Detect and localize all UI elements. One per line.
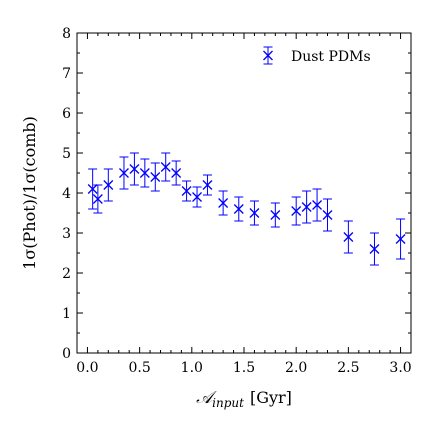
data-point: [218, 190, 229, 216]
x-marker: [92, 194, 103, 204]
data-points: [87, 152, 406, 266]
x-marker: [343, 232, 354, 242]
x-tick-label: 1.5: [233, 360, 255, 376]
data-point: [87, 168, 98, 210]
x-marker: [103, 180, 114, 190]
data-point: [395, 218, 406, 260]
data-point: [301, 190, 312, 224]
x-marker: [291, 206, 302, 216]
legend-label: Dust PDMs: [291, 49, 371, 65]
data-point: [103, 168, 114, 202]
y-tick-label: 4: [62, 186, 71, 202]
x-marker: [87, 184, 98, 194]
data-point: [181, 180, 192, 202]
y-tick-label: 7: [62, 66, 71, 82]
data-point: [119, 156, 129, 190]
x-axis-symbol: 𝒜: [196, 388, 217, 408]
data-point: [129, 152, 140, 186]
data-point: [202, 174, 213, 196]
legend-marker-x: [263, 50, 273, 61]
data-point: [312, 188, 323, 222]
x-marker: [119, 168, 129, 178]
y-tick-label: 1: [62, 306, 71, 322]
x-marker: [181, 186, 192, 196]
x-marker: [233, 204, 244, 214]
axis-ticks: 0 1 2 3 4 5 6 7 8 0.0 0.5 1.0 1.5 2.0 2.5 3.0: [62, 26, 412, 376]
y-tick-label: 2: [62, 266, 71, 282]
x-marker: [150, 172, 161, 182]
x-marker: [301, 202, 312, 212]
y-tick-label: 3: [62, 226, 71, 242]
x-tick-label: 3.0: [389, 360, 411, 376]
y-tick-label: 8: [62, 26, 71, 42]
y-tick-label: 6: [62, 106, 71, 122]
x-tick-label: 2.5: [337, 360, 359, 376]
data-point: [92, 184, 103, 214]
x-axis-label: 𝒜input [Gyr]: [196, 388, 292, 410]
data-point: [160, 152, 171, 182]
x-marker: [171, 168, 182, 178]
x-axis-unit: [Gyr]: [250, 388, 292, 407]
data-point: [322, 198, 333, 232]
data-point: [150, 162, 161, 192]
legend: Dust PDMs: [263, 46, 371, 65]
x-marker: [202, 180, 213, 190]
data-point: [171, 160, 182, 186]
x-marker: [312, 200, 323, 210]
x-marker: [322, 210, 333, 220]
x-marker: [369, 244, 380, 254]
x-tick-label: 2.0: [285, 360, 307, 376]
x-marker: [218, 198, 229, 208]
data-point: [192, 186, 202, 208]
data-point: [369, 232, 380, 266]
x-marker: [395, 234, 406, 244]
x-marker: [249, 208, 260, 218]
x-marker: [192, 192, 202, 202]
y-axis-label: 1σ(Phot)/1σ(comb): [20, 116, 39, 270]
data-point: [270, 202, 281, 228]
y-tick-label: 5: [62, 146, 71, 162]
x-marker: [160, 162, 171, 172]
x-marker: [270, 210, 281, 220]
y-tick-label: 0: [62, 346, 71, 362]
plot-frame: [76, 32, 412, 354]
data-point: [291, 196, 302, 226]
x-axis-subscript: input: [212, 396, 244, 410]
data-point: [343, 220, 354, 254]
x-marker: [139, 168, 150, 178]
x-tick-label: 0.5: [128, 360, 150, 376]
x-tick-label: 0.0: [76, 360, 98, 376]
data-point: [139, 158, 150, 188]
x-tick-label: 1.0: [181, 360, 203, 376]
data-point: [249, 200, 260, 226]
x-marker: [129, 164, 140, 174]
data-point: [233, 196, 244, 222]
